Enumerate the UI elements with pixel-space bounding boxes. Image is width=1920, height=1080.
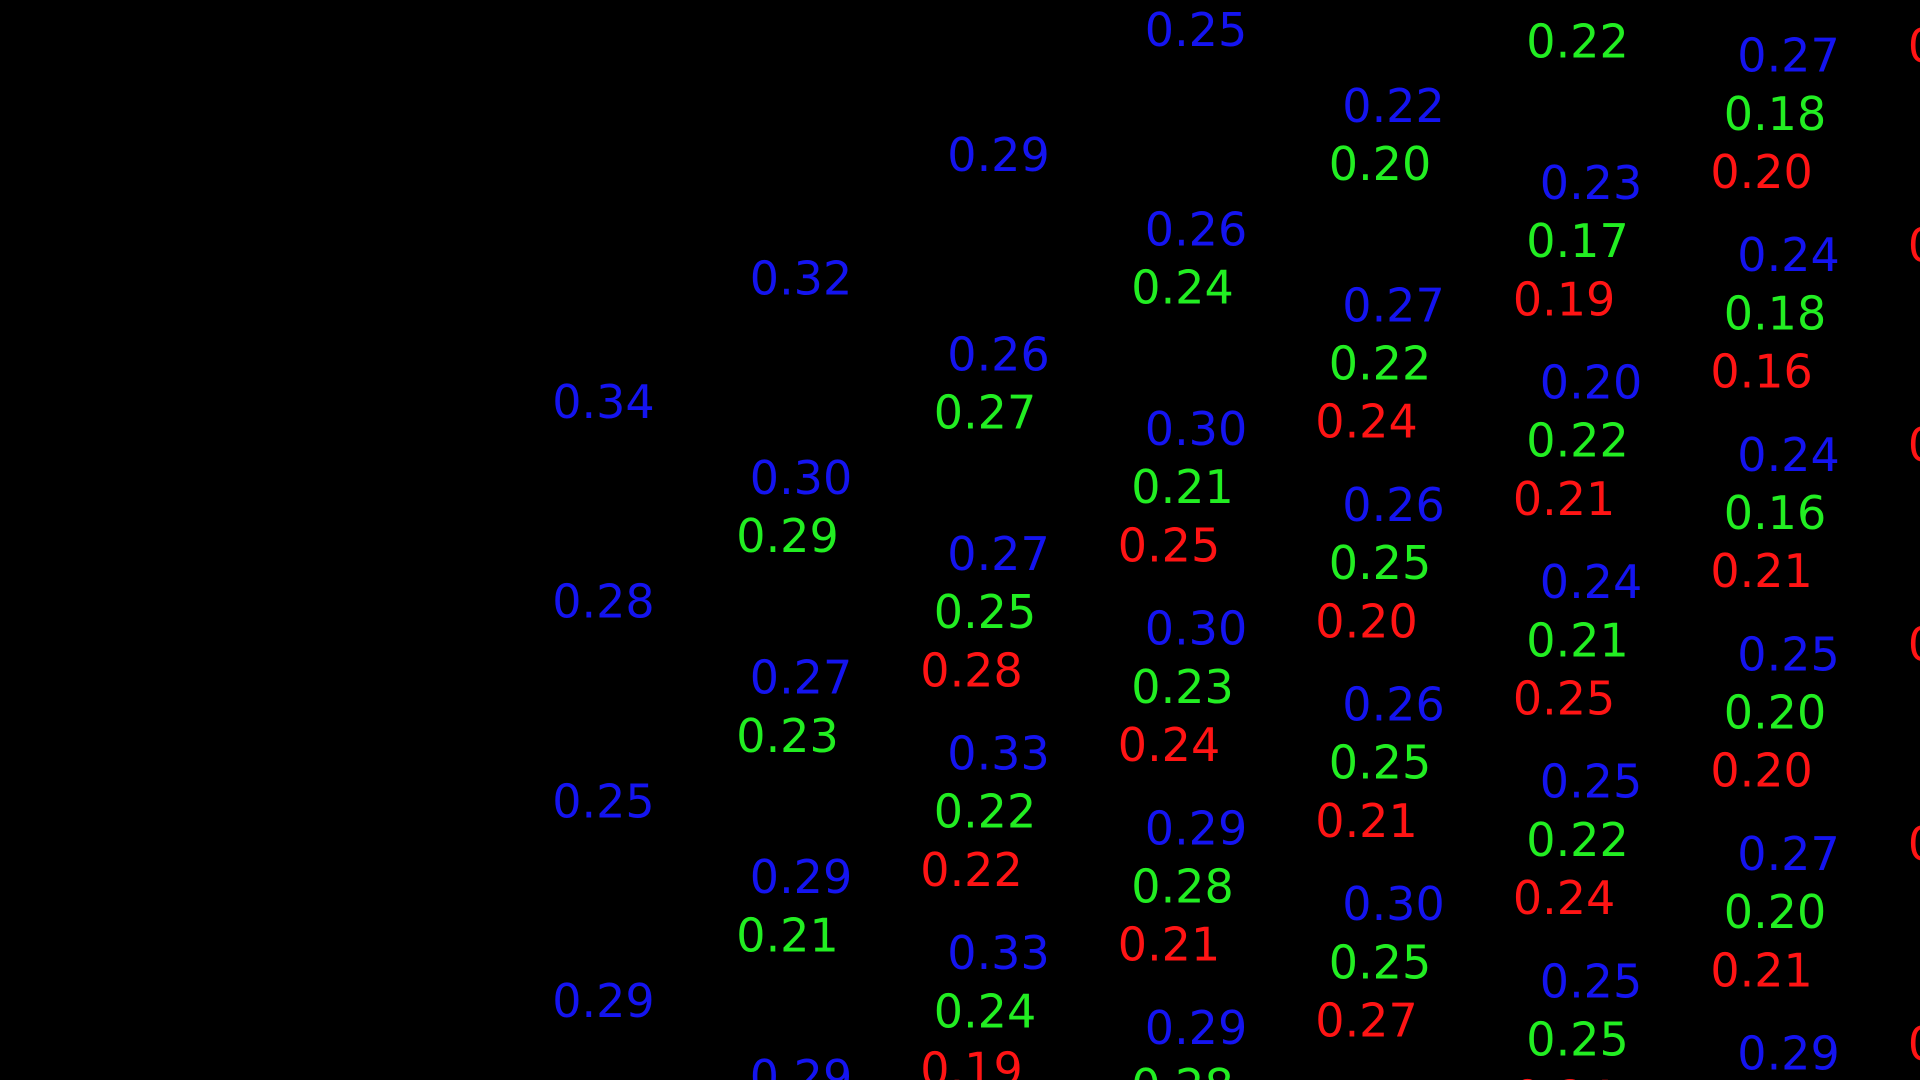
blue-value: 0.33	[947, 926, 1049, 980]
green-value: 0.24	[1131, 261, 1233, 315]
red-value: 0.19	[1513, 272, 1615, 326]
blue-value: 0.32	[750, 252, 852, 306]
red-value: 0	[1908, 618, 1920, 672]
red-value: 0.21	[1315, 794, 1417, 848]
blue-value: 0.26	[1342, 478, 1444, 532]
green-value: 0.27	[934, 386, 1036, 440]
green-value: 0.25	[1329, 536, 1431, 590]
green-value: 0.23	[736, 709, 838, 763]
green-value: 0.22	[1526, 15, 1628, 69]
green-value: 0.20	[1724, 885, 1826, 939]
green-value: 0.22	[1526, 414, 1628, 468]
red-value: 0.22	[920, 843, 1022, 897]
blue-value: 0.30	[1342, 877, 1444, 931]
green-value: 0.18	[1724, 286, 1826, 340]
red-value: 0.21	[1513, 472, 1615, 526]
red-value: 0.25	[1118, 518, 1220, 572]
blue-value: 0.26	[1342, 678, 1444, 732]
green-value: 0.24	[934, 984, 1036, 1038]
red-value: 0	[1908, 218, 1920, 272]
red-value: 0.24	[1513, 1071, 1615, 1080]
blue-value: 0.29	[1145, 1001, 1247, 1055]
green-value: 0.21	[1131, 460, 1233, 514]
red-value: 0.24	[1513, 871, 1615, 925]
green-value: 0.28	[1131, 859, 1233, 913]
red-value: 0.25	[1513, 672, 1615, 726]
green-value: 0.25	[1526, 1013, 1628, 1067]
blue-value: 0.27	[750, 651, 852, 705]
blue-value: 0.29	[750, 1050, 852, 1080]
red-value: 0.20	[1710, 145, 1812, 199]
green-value: 0.25	[1329, 736, 1431, 790]
blue-value: 0.25	[1540, 755, 1642, 809]
green-value: 0.20	[1724, 686, 1826, 740]
blue-value: 0.27	[1737, 827, 1839, 881]
green-value: 0.22	[1329, 337, 1431, 391]
blue-value: 0.29	[947, 128, 1049, 182]
blue-value: 0.33	[947, 727, 1049, 781]
blue-value: 0.23	[1540, 156, 1642, 210]
green-value: 0.18	[1724, 87, 1826, 141]
blue-value: 0.29	[552, 974, 654, 1028]
blue-value: 0.25	[1737, 627, 1839, 681]
green-value: 0.28	[1131, 1059, 1233, 1080]
red-value: 0.20	[1315, 594, 1417, 648]
red-value: 0	[1908, 19, 1920, 73]
blue-value: 0.26	[947, 327, 1049, 381]
blue-value: 0.20	[1540, 356, 1642, 410]
red-value: 0.24	[1315, 395, 1417, 449]
blue-value: 0.29	[1145, 801, 1247, 855]
blue-value: 0.27	[1737, 29, 1839, 83]
blue-value: 0.25	[552, 774, 654, 828]
red-value: 0.27	[1315, 994, 1417, 1048]
blue-value: 0.34	[552, 375, 654, 429]
red-value: 0.21	[1710, 943, 1812, 997]
blue-value: 0.28	[552, 575, 654, 629]
green-value: 0.29	[736, 509, 838, 563]
blue-value: 0.24	[1737, 428, 1839, 482]
red-value: 0.24	[1118, 718, 1220, 772]
green-value: 0.23	[1131, 660, 1233, 714]
red-value: 0.21	[1118, 918, 1220, 972]
blue-value: 0.27	[947, 527, 1049, 581]
green-value: 0.21	[1526, 613, 1628, 667]
green-value: 0.17	[1526, 214, 1628, 268]
red-value: 0.20	[1710, 744, 1812, 798]
red-value: 0.28	[920, 643, 1022, 697]
blue-value: 0.24	[1737, 228, 1839, 282]
blue-value: 0.30	[1145, 602, 1247, 656]
red-value: 0	[1908, 418, 1920, 472]
red-value: 0.16	[1710, 345, 1812, 399]
red-value: 0	[1908, 1017, 1920, 1071]
blue-value: 0.29	[750, 850, 852, 904]
blue-value: 0.24	[1540, 555, 1642, 609]
red-value: 0	[1908, 817, 1920, 871]
red-value: 0.21	[1710, 544, 1812, 598]
green-value: 0.22	[1526, 813, 1628, 867]
green-value: 0.25	[1329, 935, 1431, 989]
blue-value: 0.30	[1145, 402, 1247, 456]
blue-value: 0.25	[1145, 3, 1247, 57]
green-value: 0.25	[934, 585, 1036, 639]
red-value: 0.19	[920, 1043, 1022, 1080]
blue-value: 0.27	[1342, 278, 1444, 332]
blue-value: 0.26	[1145, 203, 1247, 257]
blue-value: 0.25	[1540, 954, 1642, 1008]
blue-value: 0.22	[1342, 79, 1444, 133]
green-value: 0.16	[1724, 486, 1826, 540]
green-value: 0.22	[934, 785, 1036, 839]
green-value: 0.21	[736, 908, 838, 962]
blue-value: 0.30	[750, 451, 852, 505]
blue-value: 0.29	[1737, 1027, 1839, 1080]
green-value: 0.20	[1329, 137, 1431, 191]
